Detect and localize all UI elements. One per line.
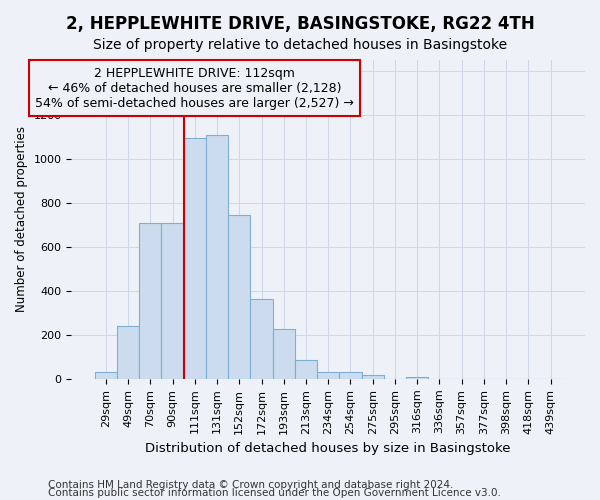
Bar xyxy=(317,372,340,379)
Text: Contains HM Land Registry data © Crown copyright and database right 2024.: Contains HM Land Registry data © Crown c… xyxy=(48,480,454,490)
Bar xyxy=(228,215,250,379)
Bar xyxy=(184,138,206,379)
Bar xyxy=(117,326,139,379)
Bar xyxy=(95,372,117,379)
Bar xyxy=(340,372,362,379)
Bar xyxy=(295,360,317,379)
Bar xyxy=(161,223,184,379)
Bar xyxy=(362,374,384,379)
Bar xyxy=(406,376,428,379)
Text: 2 HEPPLEWHITE DRIVE: 112sqm
← 46% of detached houses are smaller (2,128)
54% of : 2 HEPPLEWHITE DRIVE: 112sqm ← 46% of det… xyxy=(35,66,354,110)
Text: Size of property relative to detached houses in Basingstoke: Size of property relative to detached ho… xyxy=(93,38,507,52)
Text: 2, HEPPLEWHITE DRIVE, BASINGSTOKE, RG22 4TH: 2, HEPPLEWHITE DRIVE, BASINGSTOKE, RG22 … xyxy=(65,15,535,33)
Y-axis label: Number of detached properties: Number of detached properties xyxy=(15,126,28,312)
Bar xyxy=(250,298,272,379)
Text: Contains public sector information licensed under the Open Government Licence v3: Contains public sector information licen… xyxy=(48,488,501,498)
Bar xyxy=(272,330,295,379)
X-axis label: Distribution of detached houses by size in Basingstoke: Distribution of detached houses by size … xyxy=(145,442,511,455)
Bar xyxy=(206,135,228,379)
Bar xyxy=(139,223,161,379)
